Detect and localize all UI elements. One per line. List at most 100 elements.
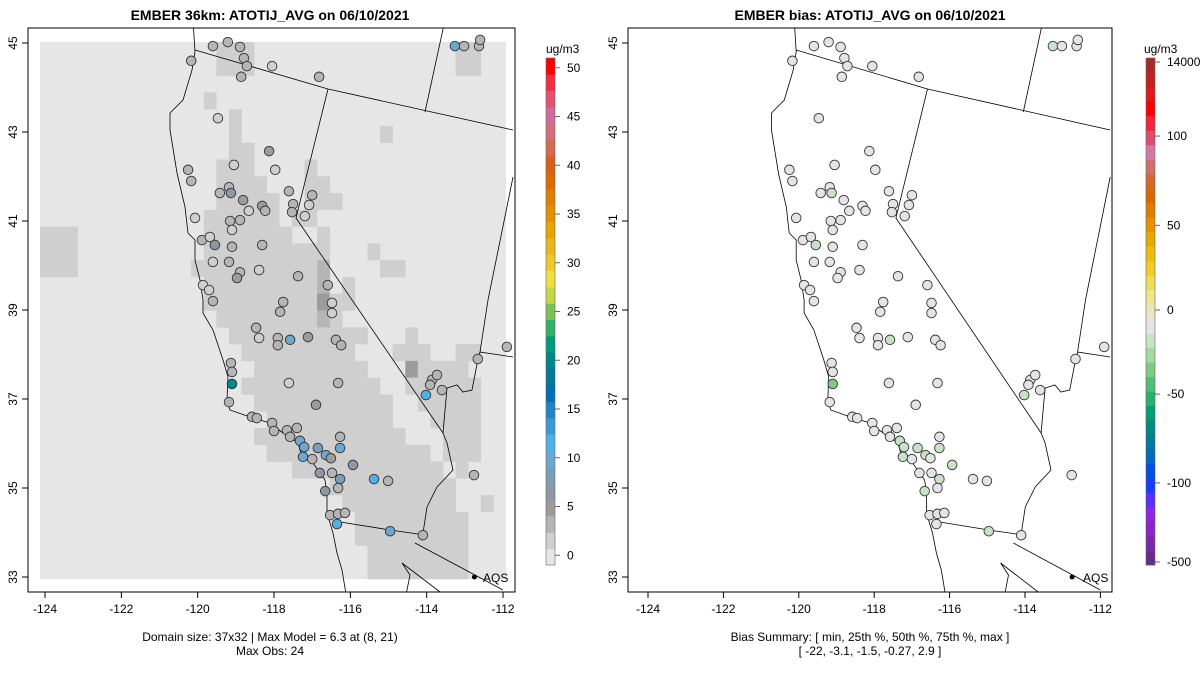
monitor-site-point xyxy=(458,40,470,52)
model-grid-cell xyxy=(203,92,217,110)
monitor-site-point xyxy=(182,164,194,176)
monitor-site-point xyxy=(932,377,943,389)
state-boundary xyxy=(479,176,514,358)
monitor-site-point xyxy=(824,396,835,408)
monitor-site-point xyxy=(185,175,197,187)
state-boundary xyxy=(295,88,444,434)
monitor-site-point xyxy=(910,399,921,411)
monitor-site-point xyxy=(306,453,318,465)
colorbar-swatch xyxy=(546,221,555,239)
monitor-site-point xyxy=(926,297,937,309)
monitor-site-point xyxy=(897,451,909,463)
monitor-site-point xyxy=(251,412,263,424)
monitor-site-point xyxy=(967,473,979,485)
colorbar-swatch xyxy=(546,139,555,157)
monitor-site-point xyxy=(838,194,849,206)
monitor-site-point xyxy=(854,264,865,276)
colorbar-swatch xyxy=(1146,231,1155,247)
monitor-site-point xyxy=(431,369,443,381)
monitor-site-point xyxy=(827,224,838,236)
colorbar-swatch xyxy=(1146,304,1155,320)
monitor-site-point xyxy=(253,264,265,276)
colorbar-swatch xyxy=(546,286,555,304)
monitor-site-point xyxy=(253,332,265,344)
monitor-site-point xyxy=(784,164,795,176)
river-boundary xyxy=(1020,351,1078,534)
colorbar-swatch xyxy=(1146,202,1155,218)
y-tick-label: 33 xyxy=(6,570,20,584)
x-tick-label: -114 xyxy=(415,602,438,616)
monitor-site-point xyxy=(1047,40,1059,52)
model-grid-cell xyxy=(443,427,482,446)
model-grid-cell xyxy=(392,344,431,362)
monitor-site-point xyxy=(815,187,826,199)
monitor-site-point xyxy=(274,306,286,318)
colorbar-tick-label: 35 xyxy=(567,207,581,221)
colorbar-swatch xyxy=(546,548,555,566)
model-grid-cell xyxy=(228,142,255,160)
monitor-site-point xyxy=(382,475,394,487)
monitor-site-point xyxy=(787,175,798,187)
colorbar-tick-label: 50 xyxy=(1167,218,1181,232)
monitor-site-point xyxy=(420,389,432,401)
monitor-site-point xyxy=(884,431,896,443)
y-tick-label: 35 xyxy=(6,481,20,495)
left-caption-line1: Domain size: 37x32 | Max Model = 6.3 at … xyxy=(142,630,398,644)
colorbar-swatch xyxy=(1146,463,1155,479)
monitor-site-point xyxy=(226,366,238,378)
colorbar-swatch xyxy=(1146,376,1155,392)
monitor-site-point xyxy=(424,379,436,391)
monitor-site-point xyxy=(332,377,344,389)
monitor-site-point xyxy=(207,256,219,268)
monitor-site-point xyxy=(207,295,219,307)
monitor-site-point xyxy=(854,332,865,344)
y-tick-label: 33 xyxy=(606,570,620,584)
colorbar-tick-label: -50 xyxy=(1167,387,1185,401)
colorbar-tick-label: -500 xyxy=(1167,555,1191,569)
model-grid-cell xyxy=(455,461,469,479)
monitor-site-point xyxy=(939,507,950,519)
monitor-site-point xyxy=(899,210,910,222)
monitor-site-point xyxy=(983,525,995,537)
monitor-site-point xyxy=(203,284,215,296)
monitor-site-point xyxy=(250,322,262,334)
model-grid-cell xyxy=(40,243,79,261)
monitor-site-point xyxy=(268,425,280,437)
colorbar-tick-label: 10 xyxy=(567,451,581,465)
colorbar-swatch xyxy=(1146,289,1155,305)
monitor-site-point xyxy=(312,442,324,454)
colorbar-swatch xyxy=(1146,492,1155,508)
monitor-site-point xyxy=(189,212,201,224)
monitor-site-point xyxy=(867,60,878,72)
model-grid-cell xyxy=(241,344,356,362)
y-tick-label: 41 xyxy=(6,214,20,228)
monitor-site-point xyxy=(934,442,945,454)
monitor-site-point xyxy=(266,60,278,72)
colorbar-tick-label: 15 xyxy=(567,402,581,416)
x-tick-label: -116 xyxy=(938,602,961,616)
colorbar-tick-label: 0 xyxy=(567,548,574,562)
state-boundary xyxy=(424,28,444,113)
colorbar-swatch xyxy=(546,303,555,321)
colorbar-swatch xyxy=(546,466,555,484)
x-tick-label: -116 xyxy=(339,602,362,616)
colorbar-swatch xyxy=(1146,333,1155,349)
monitor-site-point xyxy=(223,396,235,408)
monitor-site-point xyxy=(207,40,219,52)
monitor-site-point xyxy=(292,270,304,282)
colorbar-tick-label: 100 xyxy=(1167,129,1187,143)
monitor-site-point xyxy=(832,272,843,284)
monitor-site-point xyxy=(906,189,918,201)
monitor-site-point xyxy=(1015,529,1027,541)
monitor-site-point xyxy=(810,239,822,251)
colorbar-swatch xyxy=(1146,58,1155,73)
monitor-site-point xyxy=(891,422,903,434)
monitor-site-point xyxy=(283,185,295,197)
colorbar-swatch xyxy=(1146,550,1155,566)
monitor-site-point xyxy=(334,431,346,443)
monitor-site-point xyxy=(326,307,338,319)
model-grid-cell xyxy=(254,360,368,378)
monitor-site-point xyxy=(826,187,837,199)
monitor-site-point xyxy=(1098,341,1110,353)
